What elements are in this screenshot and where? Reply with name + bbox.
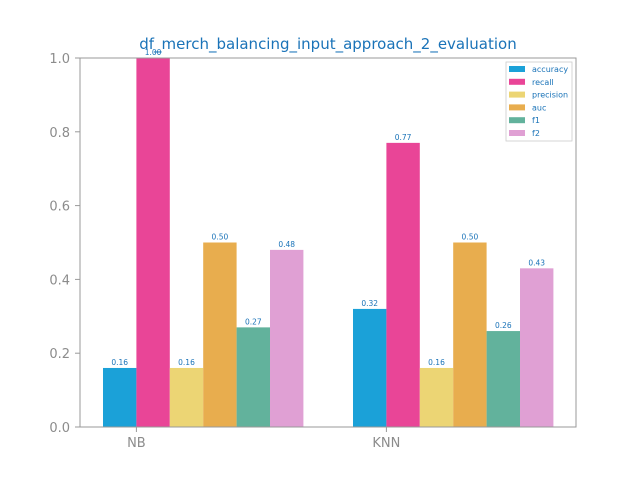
legend-swatch-recall bbox=[509, 78, 525, 85]
chart-title: df_merch_balancing_input_approach_2_eval… bbox=[139, 35, 516, 54]
legend-swatch-auc bbox=[509, 104, 525, 111]
legend-label: f2 bbox=[532, 129, 540, 138]
y-tick-label: 0.2 bbox=[49, 347, 70, 362]
legend-label: f1 bbox=[532, 116, 540, 125]
legend-label: accuracy bbox=[532, 65, 568, 74]
bar-f1-KNN bbox=[486, 331, 520, 427]
x-tick-label: NB bbox=[127, 436, 146, 451]
bar-f2-NB bbox=[270, 249, 304, 427]
bar-value-label: 0.27 bbox=[245, 317, 262, 326]
legend-box bbox=[505, 61, 573, 142]
legend-swatch-f1 bbox=[509, 117, 525, 124]
y-tick-label: 0.4 bbox=[49, 273, 70, 288]
bar-value-label: 0.16 bbox=[111, 358, 128, 367]
bar-value-label: 1.00 bbox=[145, 48, 162, 57]
plot-frame bbox=[79, 57, 577, 428]
legend-label: precision bbox=[532, 91, 568, 100]
y-tick-label: 0.0 bbox=[49, 421, 70, 436]
y-tick-label: 1.0 bbox=[49, 52, 70, 67]
x-axis: NB KNN bbox=[127, 427, 400, 451]
bar-auc-KNN bbox=[453, 242, 487, 427]
bar-precision-KNN bbox=[419, 367, 454, 427]
legend-swatch-f2 bbox=[509, 130, 525, 136]
bar-value-label: 0.77 bbox=[395, 133, 412, 142]
bar-f2-KNN bbox=[520, 268, 554, 427]
bar-recall-KNN bbox=[386, 142, 420, 427]
bar-accuracy-NB bbox=[103, 367, 137, 427]
bar-accuracy-KNN bbox=[353, 308, 387, 427]
bar-f1-NB bbox=[236, 327, 270, 427]
value-labels-group: 0.16 1.00 0.16 0.50 0.27 0.48 0.32 0.77 0.16 0.50… bbox=[111, 48, 545, 367]
x-tick-label: KNN bbox=[372, 436, 400, 451]
bar-value-label: 0.43 bbox=[528, 258, 545, 267]
bar-value-label: 0.32 bbox=[361, 299, 378, 308]
bar-value-label: 0.16 bbox=[178, 358, 195, 367]
y-tick-label: 0.8 bbox=[49, 126, 70, 141]
legend-label: auc bbox=[532, 103, 546, 112]
bar-value-label: 0.50 bbox=[462, 233, 479, 242]
legend-label: recall bbox=[532, 78, 554, 87]
bar-value-label: 0.48 bbox=[278, 240, 295, 249]
bar-value-label: 0.50 bbox=[212, 233, 229, 242]
y-tick-label: 0.6 bbox=[49, 200, 70, 215]
y-axis: 0.0 0.2 0.4 0.6 0.8 1.0 bbox=[49, 52, 80, 436]
bar-auc-NB bbox=[203, 242, 237, 427]
legend-swatch-accuracy bbox=[509, 66, 525, 72]
bars-group bbox=[103, 58, 554, 427]
legend: accuracy recall precision auc f1 f2 bbox=[505, 61, 573, 142]
bar-value-label: 0.16 bbox=[428, 358, 445, 367]
bar-recall-NB bbox=[136, 58, 170, 427]
legend-swatch-precision bbox=[509, 91, 525, 98]
bar-precision-NB bbox=[169, 367, 204, 427]
bar-value-label: 0.26 bbox=[495, 321, 512, 330]
